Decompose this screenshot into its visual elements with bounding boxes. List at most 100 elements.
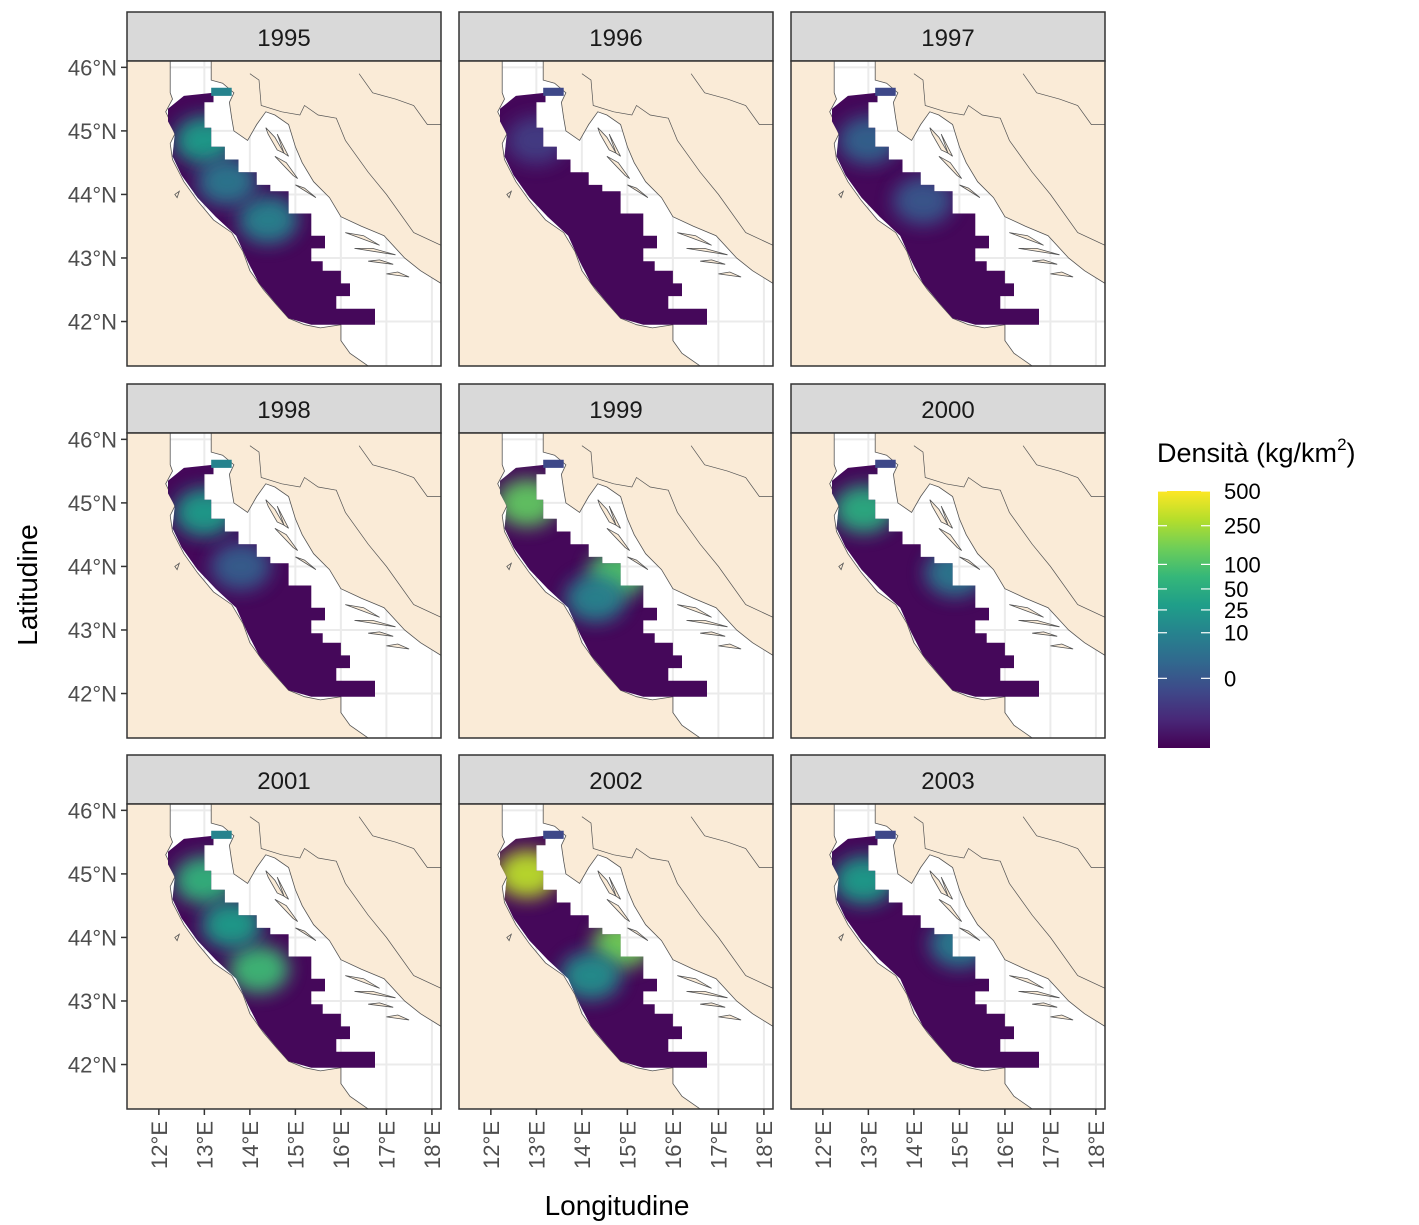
island [386, 271, 410, 278]
lon-tick-label: 12°E [147, 1121, 172, 1169]
island [295, 556, 317, 570]
island [606, 898, 631, 922]
lat-tick-label: 44°N [68, 182, 117, 207]
island [938, 898, 963, 922]
island [174, 190, 181, 199]
island [718, 1014, 742, 1021]
lon-tick-label: 14°E [570, 1121, 595, 1169]
island [940, 133, 953, 157]
legend-label: 10 [1224, 621, 1248, 646]
land-balkans [210, 61, 441, 284]
panel-border [126, 803, 442, 1110]
land-italy [791, 433, 1033, 738]
facet-year-label: 2001 [257, 768, 310, 795]
island [686, 248, 728, 256]
island [700, 631, 726, 637]
island [506, 190, 513, 199]
legend-colorbar [1158, 491, 1210, 748]
island [1009, 232, 1044, 246]
lat-tick-label: 46°N [68, 55, 117, 80]
legend-label: 100 [1224, 552, 1261, 577]
map-panel: 1998 46°N 45°N 44°N 43°N 42°N [68, 383, 442, 739]
lon-tick-label: 15°E [615, 1121, 640, 1169]
island [368, 631, 394, 637]
border-line [1022, 73, 1105, 125]
island [938, 527, 963, 551]
border-line [358, 816, 441, 868]
map-panel: 2001 46°N 45°N 44°N 43°N 42°N 12°E 13°E 14°E 15°E… [68, 754, 445, 1169]
border-line [913, 445, 1105, 618]
panel-border [126, 60, 442, 367]
island [700, 1002, 726, 1008]
density-hotspot [565, 574, 626, 623]
lon-tick-label: 16°E [329, 1121, 354, 1169]
island [354, 248, 396, 256]
map-panel: 1997 [790, 11, 1106, 367]
land-balkans [210, 804, 441, 1027]
map-panel: 2000 [790, 383, 1106, 739]
island [1032, 631, 1058, 637]
border-line [1022, 445, 1105, 497]
island [1018, 620, 1060, 628]
density-hotspot [560, 951, 621, 1000]
panel-border [126, 432, 442, 739]
island [718, 271, 742, 278]
island [929, 870, 949, 897]
lon-tick-label: 16°E [993, 1121, 1018, 1169]
border-line [690, 73, 773, 125]
border-line [581, 445, 773, 618]
legend-title: Densità (kg/km2) [1157, 435, 1356, 468]
land-balkans [542, 804, 773, 1027]
panel-grid: 1995 46°N 45°N 44°N 43°N 42°N 1996 1997 1998 46°N… [68, 11, 1109, 1169]
density-hotspot [210, 542, 271, 591]
border-line [581, 73, 773, 246]
density-hotspot [228, 945, 289, 994]
island [1018, 248, 1060, 256]
panel-border [458, 432, 774, 739]
facet-year-label: 2000 [921, 397, 974, 424]
island [276, 133, 289, 157]
facet-year-label: 1997 [921, 25, 974, 52]
island [677, 975, 712, 989]
map-panel: 2003 12°E 13°E 14°E 15°E 16°E 17°E 18°E [790, 754, 1109, 1169]
facet-strip [126, 11, 442, 62]
lat-tick-label: 43°N [68, 246, 117, 271]
island [1032, 259, 1058, 265]
lon-tick-label: 14°E [238, 1121, 263, 1169]
lat-tick-label: 46°N [68, 798, 117, 823]
border-line [690, 445, 773, 497]
border-line [1022, 816, 1105, 868]
lagoon-cell [211, 459, 232, 468]
island [274, 155, 299, 179]
lat-tick-label: 45°N [68, 862, 117, 887]
lat-tick-label: 42°N [68, 310, 117, 335]
border-line [690, 816, 773, 868]
lon-tick-label: 17°E [706, 1121, 731, 1169]
lagoon-cell [211, 87, 232, 96]
border-line [358, 445, 441, 497]
map-panel: 2002 12°E 13°E 14°E 15°E 16°E 17°E 18°E [458, 754, 777, 1169]
lon-tick-label: 13°E [856, 1121, 881, 1169]
legend-label: 50 [1224, 577, 1248, 602]
island [1009, 604, 1044, 618]
island [959, 184, 981, 198]
lon-tick-label: 14°E [902, 1121, 927, 1169]
lagoon-cell [211, 830, 232, 839]
lat-tick-label: 45°N [68, 491, 117, 516]
panel-border [790, 432, 1106, 739]
island [677, 232, 712, 246]
facet-year-label: 2003 [921, 768, 974, 795]
island [606, 527, 631, 551]
facet-strip [458, 754, 774, 805]
island [368, 259, 394, 265]
island [1032, 1002, 1058, 1008]
island [597, 499, 617, 526]
panel-border [458, 803, 774, 1110]
island [1009, 975, 1044, 989]
land-balkans [874, 61, 1105, 284]
land-balkans [210, 433, 441, 656]
island [627, 927, 649, 941]
island [938, 155, 963, 179]
island [686, 620, 728, 628]
